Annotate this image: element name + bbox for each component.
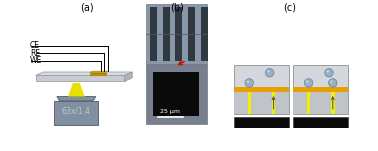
Polygon shape: [57, 96, 96, 101]
Bar: [188, 7, 195, 61]
Bar: [293, 65, 348, 114]
Text: (c): (c): [283, 3, 296, 13]
Polygon shape: [68, 83, 85, 96]
Bar: [234, 87, 289, 92]
Ellipse shape: [304, 79, 313, 87]
Bar: [146, 64, 207, 124]
Ellipse shape: [247, 81, 249, 83]
Bar: [153, 72, 199, 116]
Polygon shape: [54, 101, 98, 125]
Text: (a): (a): [80, 3, 93, 13]
Bar: [175, 7, 182, 61]
Text: (b): (b): [170, 3, 184, 13]
Polygon shape: [36, 75, 125, 81]
Bar: [91, 73, 107, 75]
Ellipse shape: [330, 81, 333, 83]
Ellipse shape: [327, 70, 329, 72]
Bar: [201, 7, 208, 61]
Bar: [293, 117, 348, 151]
Bar: [331, 92, 335, 114]
Bar: [234, 65, 289, 114]
Bar: [234, 92, 289, 114]
Bar: [307, 92, 310, 114]
Bar: [146, 4, 207, 64]
Bar: [163, 7, 169, 61]
Text: 63x/1.4: 63x/1.4: [62, 106, 91, 116]
Bar: [150, 7, 157, 61]
Polygon shape: [125, 72, 132, 81]
Bar: [248, 92, 251, 114]
Text: 5 μm: 5 μm: [243, 148, 257, 151]
Ellipse shape: [267, 70, 270, 72]
Bar: [272, 92, 275, 114]
Polygon shape: [36, 72, 132, 75]
Ellipse shape: [328, 79, 337, 87]
Text: 25 μm: 25 μm: [160, 109, 180, 114]
Ellipse shape: [325, 69, 333, 77]
Polygon shape: [90, 71, 108, 73]
Text: 5 μm: 5 μm: [302, 148, 316, 151]
Text: CE: CE: [30, 41, 40, 50]
Bar: [234, 117, 289, 151]
Ellipse shape: [265, 69, 274, 77]
Bar: [90, 73, 105, 75]
Bar: [293, 87, 348, 92]
Ellipse shape: [245, 79, 254, 87]
Bar: [293, 92, 348, 114]
Text: RE: RE: [30, 49, 40, 58]
Ellipse shape: [306, 81, 308, 83]
Text: WE: WE: [30, 56, 42, 66]
